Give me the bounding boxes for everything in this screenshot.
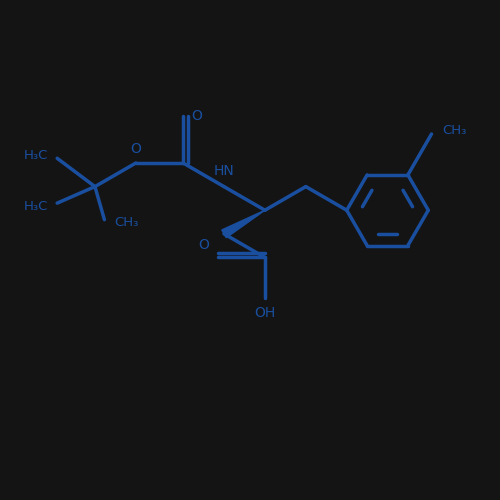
Text: CH₃: CH₃ <box>114 216 138 229</box>
Text: O: O <box>192 109 202 122</box>
Text: OH: OH <box>254 306 276 320</box>
Text: H₃C: H₃C <box>24 149 48 162</box>
Text: H₃C: H₃C <box>24 200 48 212</box>
Text: O: O <box>130 142 141 156</box>
Text: HN: HN <box>214 164 234 177</box>
Text: CH₃: CH₃ <box>442 124 466 136</box>
Text: O: O <box>198 238 209 252</box>
Polygon shape <box>222 210 265 238</box>
